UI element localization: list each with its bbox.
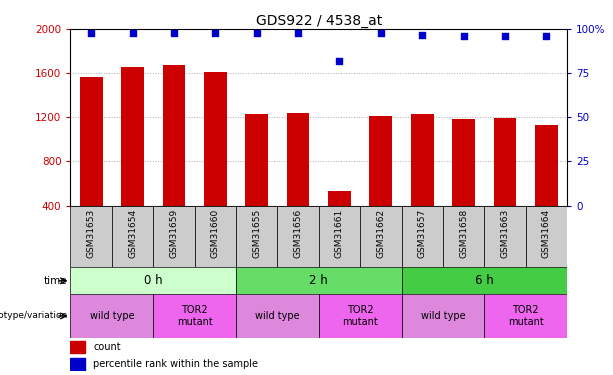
Bar [493,118,516,206]
FancyBboxPatch shape [70,267,236,294]
Point [417,32,427,38]
Title: GDS922 / 4538_at: GDS922 / 4538_at [256,14,382,28]
Point [541,33,551,39]
FancyBboxPatch shape [195,206,236,267]
FancyBboxPatch shape [319,206,360,267]
Point [86,30,96,36]
FancyBboxPatch shape [402,206,443,267]
Point [459,33,468,39]
FancyBboxPatch shape [153,294,236,338]
Point [210,30,220,36]
FancyBboxPatch shape [402,267,567,294]
FancyBboxPatch shape [236,267,402,294]
Bar [328,191,351,206]
Text: TOR2
mutant: TOR2 mutant [508,305,544,327]
Bar [245,114,268,206]
Point [128,30,137,36]
Text: count: count [93,342,121,352]
Text: 2 h: 2 h [310,274,328,287]
Bar [370,116,392,206]
FancyBboxPatch shape [402,294,484,338]
Bar [162,64,185,206]
Text: percentile rank within the sample: percentile rank within the sample [93,358,258,369]
FancyBboxPatch shape [484,294,567,338]
Text: GSM31655: GSM31655 [252,209,261,258]
Text: GSM31657: GSM31657 [417,209,427,258]
Text: wild type: wild type [89,311,134,321]
Bar [204,72,227,206]
Text: GSM31659: GSM31659 [169,209,178,258]
Text: GSM31656: GSM31656 [294,209,303,258]
Bar [452,119,475,206]
FancyBboxPatch shape [443,206,484,267]
FancyBboxPatch shape [484,206,526,267]
Point [500,33,510,39]
FancyBboxPatch shape [319,294,402,338]
Text: GSM31654: GSM31654 [128,209,137,258]
FancyBboxPatch shape [526,206,567,267]
Bar [287,113,310,206]
Point [252,30,262,36]
Point [293,30,303,36]
Bar [121,67,144,206]
Bar [80,76,102,206]
FancyBboxPatch shape [153,206,195,267]
Text: GSM31653: GSM31653 [86,209,96,258]
FancyBboxPatch shape [277,206,319,267]
Text: genotype/variation: genotype/variation [0,311,67,320]
Text: wild type: wild type [421,311,465,321]
Text: GSM31663: GSM31663 [500,209,509,258]
Bar [411,114,433,206]
Text: TOR2
mutant: TOR2 mutant [342,305,378,327]
Text: GSM31664: GSM31664 [542,209,551,258]
FancyBboxPatch shape [112,206,153,267]
FancyBboxPatch shape [360,206,402,267]
FancyBboxPatch shape [236,206,277,267]
Bar [70,341,85,352]
Text: GSM31660: GSM31660 [211,209,220,258]
FancyBboxPatch shape [236,294,319,338]
Bar [535,125,558,206]
Text: GSM31658: GSM31658 [459,209,468,258]
Text: TOR2
mutant: TOR2 mutant [177,305,213,327]
Text: time: time [44,276,67,286]
Text: 0 h: 0 h [144,274,162,287]
Point [335,58,345,64]
FancyBboxPatch shape [70,206,112,267]
Text: GSM31662: GSM31662 [376,209,386,258]
Point [376,30,386,36]
FancyBboxPatch shape [70,294,153,338]
Text: 6 h: 6 h [475,274,493,287]
Point [169,30,179,36]
Text: GSM31661: GSM31661 [335,209,344,258]
Bar [70,358,85,370]
Text: wild type: wild type [255,311,300,321]
